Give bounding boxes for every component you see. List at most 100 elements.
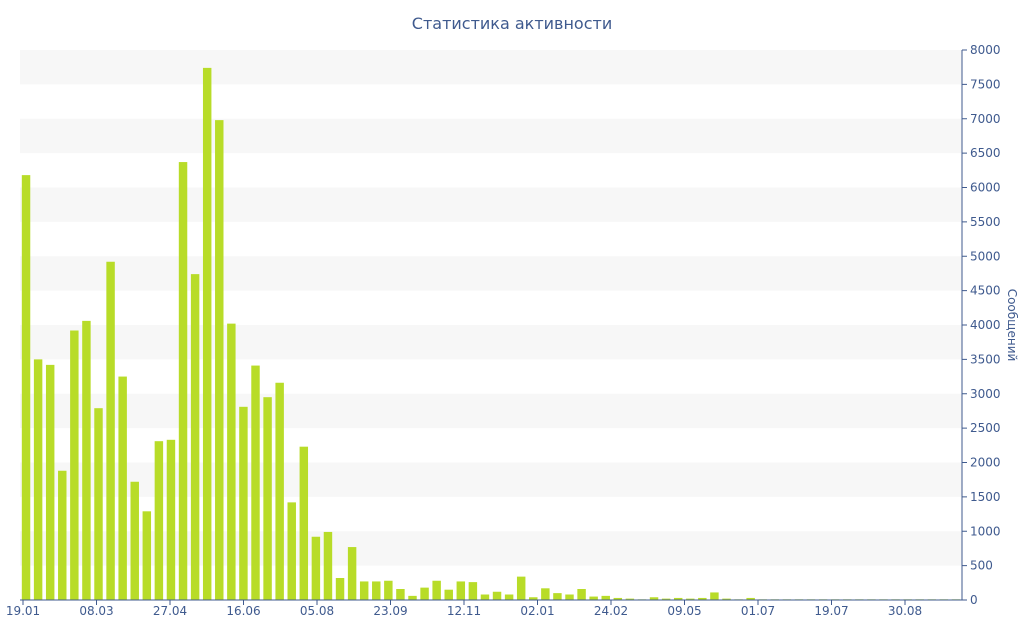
bar xyxy=(698,597,707,600)
bar xyxy=(58,470,67,600)
y-tick-label: 4000 xyxy=(970,318,1001,332)
grid-band xyxy=(20,256,962,291)
y-tick-label: 7000 xyxy=(970,112,1001,126)
bar xyxy=(589,596,598,600)
bar xyxy=(251,365,260,600)
bar xyxy=(70,330,79,600)
bar xyxy=(661,598,671,600)
bar xyxy=(190,274,200,600)
grid-band xyxy=(20,531,962,566)
grid-band xyxy=(20,462,962,497)
bar xyxy=(529,597,538,600)
bar xyxy=(359,581,369,600)
bar xyxy=(202,67,212,600)
bar xyxy=(384,580,393,600)
bar xyxy=(468,582,478,600)
bar xyxy=(746,597,755,600)
bar xyxy=(178,162,188,600)
bar xyxy=(613,597,623,600)
bar xyxy=(625,598,635,600)
bar xyxy=(215,120,224,600)
bar xyxy=(710,592,719,600)
bar xyxy=(299,446,309,600)
bar xyxy=(432,580,441,600)
y-tick-label: 5000 xyxy=(970,249,1001,263)
bar xyxy=(480,594,490,600)
y-tick-label: 3500 xyxy=(970,352,1001,366)
bar xyxy=(420,587,429,600)
bar xyxy=(504,594,514,600)
x-tick-label: 01.07 xyxy=(741,604,775,618)
bar xyxy=(323,531,333,600)
bar xyxy=(106,261,115,600)
bar xyxy=(287,502,296,600)
bar xyxy=(686,598,695,600)
bar xyxy=(154,441,164,600)
y-axis-ticks: 0 500 1000 1500 2000 2500 3000 3500 4000 4500 5000… xyxy=(962,43,1001,607)
x-tick-label: 12.11 xyxy=(447,604,481,618)
y-axis-label: Сообщений xyxy=(1005,289,1019,362)
y-tick-label: 500 xyxy=(970,559,993,573)
y-tick-label: 4500 xyxy=(970,284,1001,298)
grid-band xyxy=(20,393,962,429)
y-tick-label: 3000 xyxy=(970,387,1001,401)
bar xyxy=(33,359,43,600)
y-tick-label: 1500 xyxy=(970,490,1001,504)
bar xyxy=(673,597,683,600)
x-tick-label: 30.08 xyxy=(888,604,922,618)
grid-band xyxy=(20,187,962,222)
bar xyxy=(347,547,357,600)
y-tick-label: 6500 xyxy=(970,146,1001,160)
x-tick-label: 27.04 xyxy=(153,604,187,618)
x-tick-label: 16.06 xyxy=(226,604,260,618)
x-tick-label: 02.01 xyxy=(520,604,554,618)
bar xyxy=(408,595,417,600)
bar xyxy=(130,481,139,600)
bar xyxy=(263,397,272,600)
y-tick-label: 8000 xyxy=(970,43,1001,57)
bar xyxy=(492,591,502,600)
bar xyxy=(311,536,321,600)
y-tick-label: 7500 xyxy=(970,77,1001,91)
bar xyxy=(118,376,127,600)
bar-series xyxy=(21,67,961,600)
bar xyxy=(21,175,31,600)
bar xyxy=(649,597,659,600)
bar xyxy=(541,588,550,600)
bar xyxy=(516,576,526,600)
y-tick-label: 5500 xyxy=(970,215,1001,229)
bar xyxy=(142,511,152,600)
x-tick-label: 09.05 xyxy=(667,604,701,618)
bar xyxy=(456,581,466,600)
grid-band xyxy=(20,118,962,154)
bar xyxy=(444,589,453,600)
bar xyxy=(82,320,91,600)
bar xyxy=(396,589,405,600)
bar xyxy=(601,595,610,600)
bar xyxy=(239,406,248,600)
bar xyxy=(553,593,562,600)
bar xyxy=(94,408,103,600)
y-tick-label: 0 xyxy=(970,593,978,607)
bar xyxy=(577,589,586,600)
bar xyxy=(227,323,236,600)
chart-title: Статистика активности xyxy=(411,14,613,33)
x-tick-label: 19.07 xyxy=(814,604,848,618)
bar xyxy=(372,581,381,600)
bar xyxy=(722,598,731,600)
x-tick-label: 05.08 xyxy=(300,604,334,618)
x-tick-label: 19.01 xyxy=(6,604,40,618)
y-tick-label: 2500 xyxy=(970,421,1001,435)
x-axis-ticks: 19.01 08.03 27.04 16.06 05.08 23.09 12.11 02.01… xyxy=(6,600,922,618)
x-tick-label: 24.02 xyxy=(594,604,628,618)
grid-bands xyxy=(20,50,962,566)
bar xyxy=(166,439,176,600)
bar xyxy=(275,382,284,600)
bar xyxy=(565,594,574,600)
y-tick-label: 6000 xyxy=(970,181,1001,195)
bar xyxy=(45,364,55,600)
x-tick-label: 23.09 xyxy=(373,604,407,618)
grid-band xyxy=(20,50,962,85)
